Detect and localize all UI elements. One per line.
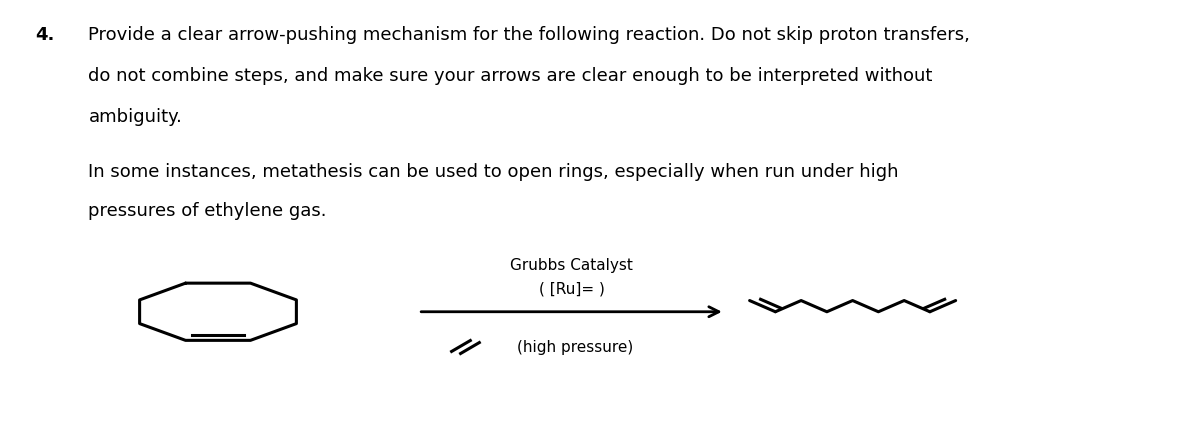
Text: do not combine steps, and make sure your arrows are clear enough to be interpret: do not combine steps, and make sure your… [89, 67, 932, 85]
Text: In some instances, metathesis can be used to open rings, especially when run und: In some instances, metathesis can be use… [89, 163, 899, 181]
Text: Provide a clear arrow-pushing mechanism for the following reaction. Do not skip : Provide a clear arrow-pushing mechanism … [89, 26, 971, 44]
Text: pressures of ethylene gas.: pressures of ethylene gas. [89, 202, 326, 220]
Text: (high pressure): (high pressure) [517, 340, 634, 354]
Text: ambiguity.: ambiguity. [89, 108, 182, 126]
Text: ( [Ru]= ): ( [Ru]= ) [539, 282, 605, 297]
Text: Grubbs Catalyst: Grubbs Catalyst [510, 258, 632, 273]
Text: 4.: 4. [35, 26, 55, 44]
